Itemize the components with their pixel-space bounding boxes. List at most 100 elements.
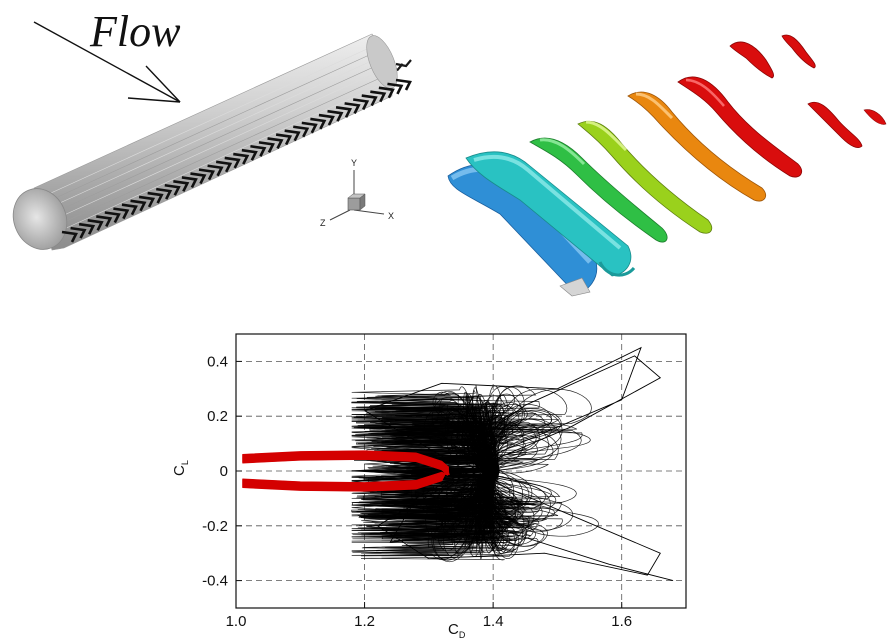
axis-y-label: Y [351, 158, 357, 168]
fins-front [61, 78, 412, 243]
fin-front [113, 207, 130, 220]
fin-front [190, 172, 207, 185]
cylinder-line [39, 78, 379, 234]
fin-front [87, 219, 104, 231]
trajectory-loop [465, 393, 486, 472]
trajectory-loop [356, 394, 499, 472]
fin-front [164, 183, 181, 196]
fin-front [233, 152, 250, 165]
trajectory-loop [411, 388, 592, 472]
limit-cycle-loop [242, 450, 449, 492]
y-tick-label: 0.2 [207, 408, 228, 425]
trajectory-loop [380, 385, 502, 472]
fin-front [275, 133, 293, 146]
cylinder-line [39, 71, 379, 227]
limit-cycle-trajectory [242, 450, 451, 492]
x-axis-ticks: 1.0 1.2 1.4 1.6 [226, 602, 632, 630]
fin-front [224, 156, 241, 169]
fin-front [250, 144, 267, 157]
fin-front [344, 102, 361, 114]
trajectory-loop [402, 470, 495, 537]
y-tick-label: 0.4 [207, 353, 228, 370]
fin-front [181, 176, 198, 189]
axis-x-label: X [388, 211, 394, 221]
fin-front [378, 86, 395, 99]
fin-front [301, 121, 318, 134]
fin-front [130, 199, 147, 212]
chaotic-trajectory [351, 346, 674, 582]
x-tick-label: 1.2 [354, 613, 375, 630]
fin-front [156, 187, 173, 200]
trajectory-loop [399, 417, 506, 472]
fin-front [207, 164, 224, 177]
fin-front [327, 109, 344, 122]
fin-front [387, 82, 404, 95]
y-axis-ticks: -0.4 -0.2 0 0.2 0.4 [202, 353, 242, 590]
cylinder-body [12, 33, 398, 251]
fin-front [284, 129, 301, 142]
fin-front [173, 180, 190, 192]
trajectory-loop [394, 423, 493, 472]
fin-front [215, 160, 233, 173]
trajectory-loop [376, 416, 508, 472]
x-axis-label: CD [448, 621, 466, 640]
fin-front [121, 203, 138, 216]
y-axis-label: CL [171, 460, 190, 476]
cylinder-lines [39, 43, 379, 241]
vortex-tube-3 [529, 137, 668, 243]
fin-front [310, 117, 327, 130]
fin-front [352, 98, 370, 111]
vortex-panel [447, 34, 887, 297]
fin-front [318, 113, 335, 126]
trajectory-loop [386, 427, 508, 472]
vortex-tube-6 [677, 76, 803, 178]
trajectory-loop [360, 470, 484, 531]
trajectory-loop [376, 470, 535, 532]
axis-z-label: Z [320, 218, 326, 228]
fin-front [138, 195, 156, 208]
flow-arrow-icon [33, 21, 181, 103]
trajectory-loop [351, 404, 520, 472]
cylinder-panel: Flow Y Z X [12, 7, 412, 251]
phase-plot: 1.0 1.2 1.4 1.6 -0.4 -0.2 0 0.2 0.4 CD CL [171, 333, 687, 640]
fin-front [61, 230, 78, 243]
trajectory-loop [375, 423, 549, 472]
x-tick-label: 1.4 [483, 613, 504, 630]
fin-front [78, 222, 96, 235]
trajectory-loop [393, 410, 546, 472]
trajectory-loop [351, 416, 489, 472]
fin-front [370, 90, 387, 103]
fin-front [267, 137, 284, 150]
trajectory-loop [488, 470, 546, 511]
trajectory-loop [466, 395, 500, 472]
cylinder-line [39, 64, 379, 220]
trajectory-loop [378, 470, 557, 513]
fin-front [335, 105, 353, 118]
trajectory-loop [363, 470, 495, 533]
x-tick-label: 1.6 [611, 613, 632, 630]
trajectory-loop [374, 402, 495, 472]
cylinder-line [39, 50, 379, 206]
cylinder-line [39, 57, 379, 213]
vortex-tube-9 [807, 101, 887, 148]
fin-front [395, 78, 412, 91]
cylinder-line [39, 85, 379, 241]
trajectory-loop [489, 408, 562, 472]
y-tick-label: -0.4 [202, 573, 228, 590]
trajectory-loop [410, 470, 599, 537]
cylinder-line [39, 43, 379, 199]
x-tick-label: 1.0 [226, 613, 247, 630]
fin-front [293, 125, 310, 138]
trajectory-loop [363, 470, 485, 522]
flow-label: Flow [89, 7, 181, 56]
fin-front [258, 141, 275, 153]
y-tick-label: 0 [220, 463, 228, 480]
fin-front [198, 168, 215, 181]
fin-front [147, 191, 164, 204]
trajectory-loop [411, 430, 559, 474]
vortex-tube-5 [627, 91, 767, 202]
trajectory-series-line [363, 346, 674, 582]
fin-front [70, 226, 87, 239]
y-tick-label: -0.2 [202, 518, 228, 535]
